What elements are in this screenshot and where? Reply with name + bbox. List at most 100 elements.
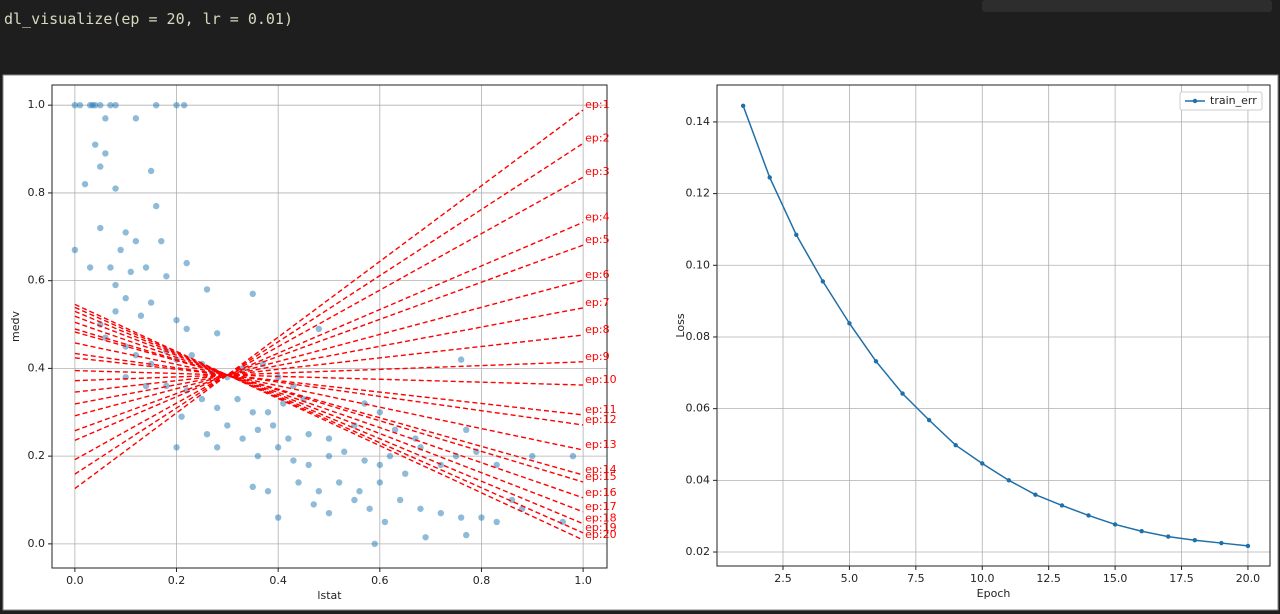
scatter-point: [102, 115, 109, 122]
fit-line: [74, 142, 584, 475]
x-tick-label: 0.6: [371, 574, 389, 587]
scatter-point: [493, 461, 500, 469]
loss-point: [1245, 543, 1251, 549]
line-label: ep:9: [585, 350, 609, 363]
scatter-point: [188, 352, 195, 359]
y-tick-label: 0.02: [686, 545, 711, 558]
scatter-point: [569, 452, 577, 460]
scatter-point: [361, 400, 368, 407]
scatter-point: [158, 237, 165, 245]
scatter-point: [290, 457, 297, 464]
scatter-point: [71, 246, 79, 254]
scatter-point: [376, 479, 384, 486]
x-tick-label: 12.5: [1036, 572, 1061, 585]
x-tick-label: 0.0: [66, 574, 84, 587]
scatter-point: [142, 264, 150, 271]
scatter-point: [366, 505, 373, 512]
scatter-point: [183, 325, 190, 333]
scatter-point: [325, 435, 333, 442]
fit-line: [74, 310, 584, 525]
scatter-point: [224, 422, 231, 429]
scatter-point: [508, 496, 516, 504]
y-tick-label: 0.6: [28, 274, 46, 287]
x-tick-label: 17.5: [1169, 572, 1194, 585]
scatter-point: [122, 229, 129, 236]
scatter-point: [239, 435, 246, 442]
code-cell[interactable]: dl_visualize(ep = 20, lr = 0.01): [4, 10, 293, 28]
scatter-point: [325, 452, 333, 460]
scatter-point: [249, 290, 256, 298]
scatter-point: [152, 202, 160, 210]
scatter-point: [213, 330, 221, 337]
line-label: ep:7: [585, 296, 609, 309]
legend-marker: [1192, 98, 1198, 104]
toolbar[interactable]: [982, 0, 1272, 12]
y-tick-label: 0.4: [28, 361, 46, 374]
loss-point: [873, 359, 879, 364]
loss-point: [900, 391, 905, 396]
scatter-point: [274, 444, 282, 451]
line-label: ep:4: [585, 210, 609, 223]
scatter-point: [457, 514, 465, 521]
scatter-point: [132, 237, 140, 245]
figure-background: [2, 74, 1279, 611]
line-label: ep:18: [585, 512, 616, 525]
scatter-point: [478, 514, 485, 521]
scatter-point: [163, 273, 170, 280]
line-label: ep:20: [585, 528, 616, 541]
scatter-point: [376, 461, 384, 469]
scatter-point: [335, 479, 343, 486]
scatter-point: [351, 496, 358, 504]
scatter-point: [71, 101, 79, 109]
line-label: ep:2: [585, 131, 609, 144]
loss-line: [742, 105, 1249, 547]
scatter-point: [386, 452, 394, 460]
scatter-point: [417, 505, 424, 512]
fit-line: [74, 315, 584, 513]
scatter-point: [341, 448, 348, 455]
scatter-point: [213, 444, 221, 451]
scatter-point: [97, 101, 104, 109]
scatter-point: [254, 452, 262, 460]
line-label: ep:11: [585, 403, 616, 416]
x-tick-label: 0.4: [269, 574, 287, 587]
loss-point: [1033, 492, 1038, 497]
loss-point: [1059, 503, 1065, 508]
scatter-point: [463, 426, 470, 434]
line-label: ep:6: [585, 268, 609, 281]
loss-point: [926, 417, 932, 423]
scatter-point: [325, 509, 333, 517]
scatter-point: [132, 115, 140, 122]
scatter-point: [122, 295, 129, 302]
line-label: ep:13: [585, 438, 616, 451]
scatter-point: [152, 101, 160, 109]
fit-line: [74, 176, 584, 461]
scatter-point: [213, 404, 221, 412]
y-tick-label: 0.08: [686, 330, 711, 343]
fit-line: [74, 328, 584, 483]
scatter-point: [402, 470, 409, 477]
fit-line: [74, 369, 584, 386]
loss-point: [1219, 540, 1224, 546]
line-label: ep:19: [585, 521, 616, 534]
fit-line: [74, 357, 584, 416]
scatter-point: [295, 479, 302, 486]
x-tick-label: 7.5: [907, 572, 925, 585]
loss-point: [1112, 522, 1118, 527]
scatter-point: [178, 413, 185, 420]
y-axis-label: medv: [9, 311, 22, 342]
fit-line: [74, 307, 584, 405]
loss-point: [767, 175, 772, 180]
loss-point: [740, 103, 746, 108]
scatter-point: [391, 426, 399, 434]
x-tick-label: 15.0: [1103, 572, 1128, 585]
scatter-point: [173, 101, 180, 109]
scatter-point: [463, 531, 470, 539]
scatter-point: [437, 509, 445, 517]
fit-line: [74, 303, 584, 541]
scatter-point: [356, 488, 363, 495]
scatter-point: [305, 430, 312, 438]
scatter-point: [310, 501, 317, 508]
x-tick-label: 0.2: [168, 574, 186, 587]
